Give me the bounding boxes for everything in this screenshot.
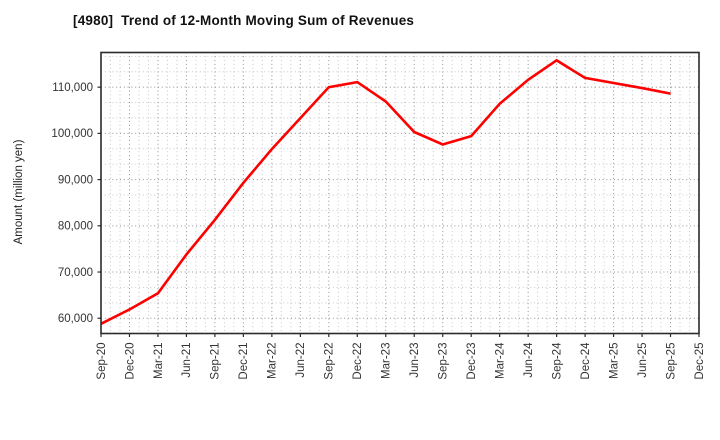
x-tick-label: Dec-24	[580, 342, 592, 380]
chart-title: [4980] Trend of 12-Month Moving Sum of R…	[73, 13, 415, 28]
x-tick-label: Dec-23	[466, 343, 478, 380]
x-tick-label: Mar-21	[153, 343, 165, 379]
x-tick-label: Jun-22	[295, 343, 307, 378]
x-tick-label: Sep-21	[210, 343, 222, 380]
x-tick-label: Mar-22	[267, 343, 279, 379]
plot-border	[100, 51, 700, 335]
revenue-line	[100, 58, 671, 325]
y-tick-label: 100,000	[51, 128, 93, 140]
x-tick-label: Mar-23	[381, 343, 393, 379]
x-tick-label: Dec-21	[238, 343, 250, 380]
x-tick-label: Mar-24	[494, 342, 506, 379]
x-tick-label: Jun-24	[523, 342, 535, 378]
x-tick-label: Sep-22	[324, 343, 336, 380]
y-tick-label: 60,000	[58, 313, 93, 325]
y-tick-label: 70,000	[58, 267, 93, 279]
y-tick-label: 80,000	[58, 221, 93, 233]
x-tick-label: Jun-23	[409, 343, 421, 378]
x-tick-label: Dec-20	[124, 343, 136, 380]
x-tick-label: Sep-23	[438, 343, 450, 380]
x-tick-label: Dec-22	[352, 343, 364, 380]
y-tick-label: 90,000	[58, 174, 93, 186]
x-tick-label: Sep-25	[665, 343, 677, 380]
x-tick-label: Mar-25	[608, 343, 620, 379]
plot-area: 60,000 70,000 80,000 90,000 100,000 110,000 Se…	[51, 51, 706, 380]
y-axis-label: Amount (million yen)	[13, 139, 25, 244]
y-tick-label: 110,000	[52, 82, 93, 94]
x-tick-label: Sep-24	[551, 342, 563, 380]
x-tick-label: Jun-21	[181, 343, 193, 378]
x-tick-label: Dec-25	[694, 343, 706, 380]
x-tick-label: Jun-25	[637, 343, 649, 378]
x-tick-label: Sep-20	[96, 343, 108, 380]
